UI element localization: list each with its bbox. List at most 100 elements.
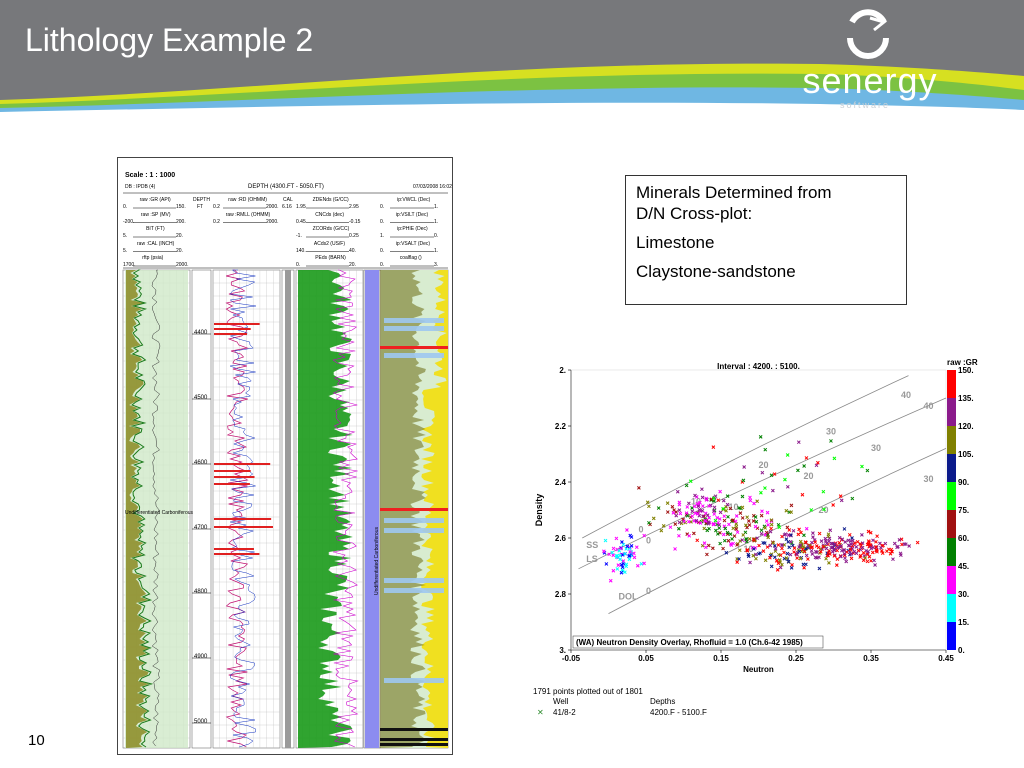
scatter-point: [688, 479, 693, 484]
scatter-point: [830, 545, 835, 550]
depth-unit: FT: [197, 204, 204, 210]
scatter-point: [771, 541, 776, 545]
scatter-point: [860, 532, 864, 537]
porosity-band: [384, 588, 444, 593]
footer-well: 41/8-2: [553, 708, 576, 717]
scatter-point: [707, 504, 711, 508]
track2-curve-min: 0.2: [213, 218, 220, 225]
scatter-point: [740, 538, 745, 542]
track4-curve-name: ip:PHIE (Dec): [397, 226, 428, 232]
x-tick-label: 0.35: [863, 654, 879, 663]
scatter-point: [709, 497, 714, 502]
scatter-point: [809, 508, 814, 512]
scatter-point: [677, 533, 681, 538]
track3-curve-max: 0.25: [349, 233, 359, 239]
scatter-point: [796, 440, 801, 445]
colorbar-tick-label: 15.: [958, 618, 969, 627]
scatter-point: [718, 489, 722, 494]
scatter-point: [860, 541, 865, 546]
scatter-point: [725, 530, 730, 535]
colorbar-segment: [947, 594, 956, 622]
scatter-point: [789, 566, 794, 570]
scatter-point: [865, 542, 870, 547]
scatter-point: [705, 552, 709, 557]
track2-curve-min: 0.2: [213, 204, 220, 210]
scatter-point: [780, 546, 784, 551]
scatter-point: [705, 513, 710, 518]
scatter-point: [642, 561, 646, 566]
scatter-point: [673, 547, 677, 551]
scatter-point: [676, 526, 681, 531]
scatter-point: [837, 540, 842, 545]
scatter-point: [737, 548, 742, 553]
resistivity-spike: [214, 463, 271, 465]
scatter-point: [745, 548, 750, 553]
scatter-point: [711, 509, 716, 513]
scatter-point: [861, 551, 866, 555]
colorbar-tick-label: 90.: [958, 478, 969, 487]
scatter-point: [740, 516, 745, 520]
scatter-point: [721, 498, 726, 503]
track3-curve-max: -0.15: [349, 218, 361, 225]
track1-curve-name: raw :GR (API): [139, 197, 171, 203]
lith-line-value: 20: [759, 460, 769, 470]
scatter-point: [674, 513, 679, 518]
scatter-point: [752, 501, 756, 506]
y-tick-label: 3.: [559, 646, 566, 655]
rmll-curve: [229, 269, 257, 748]
scatter-point: [619, 570, 624, 575]
scatter-point: [703, 545, 708, 550]
scatter-point: [759, 528, 764, 533]
scatter-point: [706, 520, 711, 525]
well-log-panel: Scale : 1 : 1000 DB : IPDB (4) DEPTH (43…: [117, 157, 453, 755]
scatter-point: [780, 542, 784, 547]
scatter-point: [848, 547, 853, 552]
scatter-point: [717, 522, 722, 527]
scatter-point: [895, 545, 899, 550]
scatter-point: [692, 504, 697, 509]
track4-curve-max: 3.: [434, 262, 439, 268]
scatter-point: [684, 483, 689, 488]
scatter-point: [693, 493, 697, 498]
scatter-point: [671, 511, 676, 515]
scatter-point: [763, 447, 768, 452]
scatter-point: [724, 505, 728, 509]
scatter-point: [866, 549, 870, 554]
scatter-point: [604, 562, 609, 566]
scatter-point: [840, 537, 845, 542]
logo-mark-icon: [847, 9, 889, 59]
scatter-point: [611, 546, 616, 551]
scatter-point: [907, 544, 912, 548]
colorbar-tick-label: 60.: [958, 534, 969, 543]
scatter-point: [915, 540, 920, 545]
depth-label-4800: 4800: [194, 589, 208, 595]
zone-label-column: Undifferentiated Carboniferous: [374, 526, 381, 596]
scatter-point: [685, 505, 690, 509]
track3-curve-min: 140.: [296, 247, 306, 254]
scatter-point: [869, 558, 873, 563]
scatter-point: [847, 532, 852, 537]
scatter-point: [707, 515, 711, 520]
scatter-point: [804, 553, 809, 558]
colorbar-tick-label: 75.: [958, 506, 969, 515]
coalflag-red: [380, 346, 448, 349]
coalflag-black: [380, 728, 448, 731]
scatter-point: [661, 523, 666, 528]
scatter-point: [768, 555, 772, 560]
lith-line-value: 10: [691, 496, 701, 506]
lith-line-value: 20: [804, 471, 814, 481]
scatter-point: [764, 530, 769, 535]
porosity-band: [384, 518, 444, 523]
sandstone-line: [582, 375, 909, 539]
track4-curve-max: 1.: [434, 218, 439, 225]
scatter-point: [804, 526, 809, 531]
scatter-point: [712, 505, 717, 510]
track1-curve-max: 20.: [176, 247, 183, 254]
scatter-point: [835, 545, 840, 550]
log-database: DB : IPDB (4): [125, 184, 156, 190]
scatter-point: [879, 545, 883, 550]
header-swoosh: [0, 63, 1024, 112]
scatter-point: [695, 538, 700, 543]
scatter-point: [678, 511, 683, 516]
scatter-point: [698, 500, 702, 505]
